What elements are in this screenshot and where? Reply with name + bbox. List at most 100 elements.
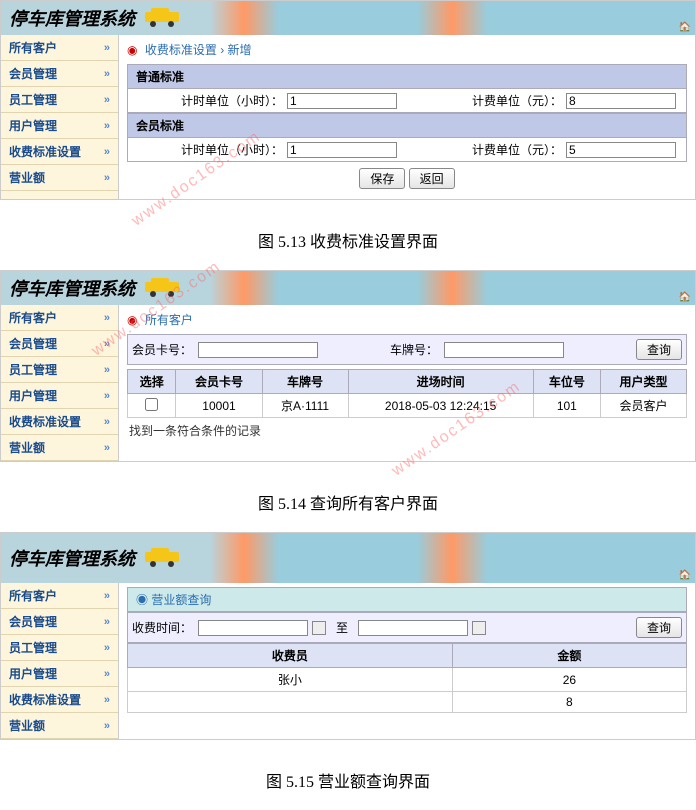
screenshot-revenue-query: 停车库管理系统 🏠 所有客户» 会员管理» 员工管理» 用户管理» 收费标准设置… xyxy=(0,532,696,740)
sidebar-item-fee-settings[interactable]: 收费标准设置 » xyxy=(1,687,118,713)
chevron-right-icon: » xyxy=(104,172,110,184)
table-header: 车牌号 xyxy=(262,370,348,394)
fee-input[interactable] xyxy=(566,142,676,158)
sidebar-item-fee-settings[interactable]: 收费标准设置» xyxy=(1,409,118,435)
sidebar-item-label: 用户管理 xyxy=(9,665,57,682)
sidebar-item-user-mgmt[interactable]: 用户管理» xyxy=(1,661,118,687)
chevron-right-icon: » xyxy=(104,694,110,706)
sidebar-item-revenue[interactable]: 营业额» xyxy=(1,165,118,191)
sidebar-item-label: 员工管理 xyxy=(9,91,57,108)
unit-time-label: 计时单位（小时）： xyxy=(181,141,283,158)
chevron-right-icon: » xyxy=(104,590,110,602)
save-button[interactable]: 保存 xyxy=(359,168,405,189)
breadcrumb-item: 新增 xyxy=(228,43,252,57)
breadcrumb: ◉ 收费标准设置 › 新增 xyxy=(127,39,687,64)
sidebar-item-staff-mgmt[interactable]: 员工管理 » xyxy=(1,87,118,113)
revenue-table: 收费员金额 张小268 xyxy=(127,643,687,713)
breadcrumb-item: 所有客户 xyxy=(145,313,193,327)
taxi-icon xyxy=(143,6,185,31)
calendar-icon[interactable] xyxy=(312,621,326,635)
button-row: 保存 返回 xyxy=(127,162,687,195)
table-cell: 10001 xyxy=(176,394,262,418)
back-button[interactable]: 返回 xyxy=(409,168,455,189)
calendar-icon[interactable] xyxy=(472,621,486,635)
date-from-input[interactable] xyxy=(198,620,308,636)
customer-table: 选择会员卡号车牌号进场时间车位号用户类型 10001京A·11112018-05… xyxy=(127,369,687,418)
section-body-member: 计时单位（小时）： 计费单位（元）： xyxy=(127,138,687,162)
table-row[interactable]: 10001京A·11112018-05-03 12:24:15101会员客户 xyxy=(128,394,687,418)
sidebar-item-user-mgmt[interactable]: 用户管理» xyxy=(1,113,118,139)
sidebar-item-label: 所有客户 xyxy=(9,39,57,56)
search-button[interactable]: 查询 xyxy=(636,617,682,638)
sidebar: 所有客户 » 会员管理» 员工管理» 用户管理» 收费标准设置 » 营业额» xyxy=(1,583,119,739)
figure-caption: 图 5.14 查询所有客户界面 xyxy=(0,472,696,532)
header-bar: 停车库管理系统 🏠 xyxy=(1,533,695,583)
table-cell xyxy=(128,394,176,418)
sidebar-item-member-mgmt[interactable]: 会员管理» xyxy=(1,331,118,357)
sidebar: 所有客户» 会员管理» 员工管理» 用户管理» 收费标准设置» 营业额» xyxy=(1,35,119,199)
home-link[interactable]: 🏠 xyxy=(679,22,691,33)
sidebar-item-member-mgmt[interactable]: 会员管理» xyxy=(1,609,118,635)
breadcrumb-sep: › xyxy=(220,43,224,57)
breadcrumb-item[interactable]: 收费标准设置 xyxy=(145,43,217,57)
home-link[interactable]: 🏠 xyxy=(679,570,691,581)
table-cell: 8 xyxy=(452,692,686,713)
search-button[interactable]: 查询 xyxy=(636,339,682,360)
sidebar-item-label: 所有客户 xyxy=(9,309,57,326)
system-title: 停车库管理系统 xyxy=(9,545,135,571)
sidebar-item-label: 会员管理 xyxy=(9,65,57,82)
section-header-normal: 普通标准 xyxy=(127,64,687,89)
sidebar-item-staff-mgmt[interactable]: 员工管理» xyxy=(1,357,118,383)
chevron-right-icon: » xyxy=(104,364,110,376)
sidebar-item-label: 营业额 xyxy=(9,439,45,456)
breadcrumb-bullet-icon: ◉ xyxy=(127,43,137,57)
sidebar-item-label: 所有客户 xyxy=(9,587,57,604)
sidebar-item-all-customers[interactable]: 所有客户 » xyxy=(1,35,118,61)
plate-input[interactable] xyxy=(444,342,564,358)
fee-input[interactable] xyxy=(566,93,676,109)
table-cell: 2018-05-03 12:24:15 xyxy=(348,394,533,418)
chevron-right-icon: » xyxy=(104,416,110,428)
section-body-normal: 计时单位（小时）： 计费单位（元）： xyxy=(127,89,687,113)
sidebar-item-all-customers[interactable]: 所有客户 » xyxy=(1,305,118,331)
breadcrumb: ◉ 所有客户 xyxy=(127,309,687,334)
sidebar-item-revenue[interactable]: 营业额» xyxy=(1,713,118,739)
sidebar-item-member-mgmt[interactable]: 会员管理» xyxy=(1,61,118,87)
unit-time-input[interactable] xyxy=(287,142,397,158)
chevron-right-icon: » xyxy=(104,312,110,324)
row-checkbox[interactable] xyxy=(145,398,158,411)
table-header: 进场时间 xyxy=(348,370,533,394)
sidebar-item-label: 员工管理 xyxy=(9,639,57,656)
plate-label: 车牌号： xyxy=(390,341,438,358)
chevron-right-icon: » xyxy=(104,442,110,454)
figure-caption: 图 5.13 收费标准设置界面 xyxy=(0,210,696,270)
table-cell: 会员客户 xyxy=(600,394,686,418)
sidebar-item-staff-mgmt[interactable]: 员工管理» xyxy=(1,635,118,661)
sidebar-item-revenue[interactable]: 营业额 » xyxy=(1,435,118,461)
breadcrumb-bullet-icon: ◉ xyxy=(127,313,137,327)
sidebar-item-label: 用户管理 xyxy=(9,117,57,134)
sidebar-item-all-customers[interactable]: 所有客户 » xyxy=(1,583,118,609)
sidebar-item-user-mgmt[interactable]: 用户管理» xyxy=(1,383,118,409)
chevron-right-icon: » xyxy=(104,338,110,350)
header-bar: 停车库管理系统 🏠 xyxy=(1,271,695,305)
header-bar: 停车库管理系统 🏠 xyxy=(1,1,695,35)
chevron-right-icon: » xyxy=(104,390,110,402)
unit-time-label: 计时单位（小时）： xyxy=(181,92,283,109)
member-card-input[interactable] xyxy=(198,342,318,358)
table-cell: 26 xyxy=(452,668,686,692)
search-bar: 会员卡号： 车牌号： 查询 xyxy=(127,334,687,365)
sidebar-item-label: 会员管理 xyxy=(9,613,57,630)
chevron-right-icon: » xyxy=(104,42,110,54)
sidebar-item-fee-settings[interactable]: 收费标准设置» xyxy=(1,139,118,165)
unit-time-input[interactable] xyxy=(287,93,397,109)
taxi-icon xyxy=(143,546,185,571)
date-to-input[interactable] xyxy=(358,620,468,636)
table-header: 选择 xyxy=(128,370,176,394)
home-link[interactable]: 🏠 xyxy=(679,292,691,303)
table-cell: 101 xyxy=(533,394,600,418)
table-header: 收费员 xyxy=(128,644,453,668)
sidebar-item-label: 收费标准设置 xyxy=(9,691,81,708)
result-message: 找到一条符合条件的记录 xyxy=(127,418,687,443)
chevron-right-icon: » xyxy=(104,94,110,106)
